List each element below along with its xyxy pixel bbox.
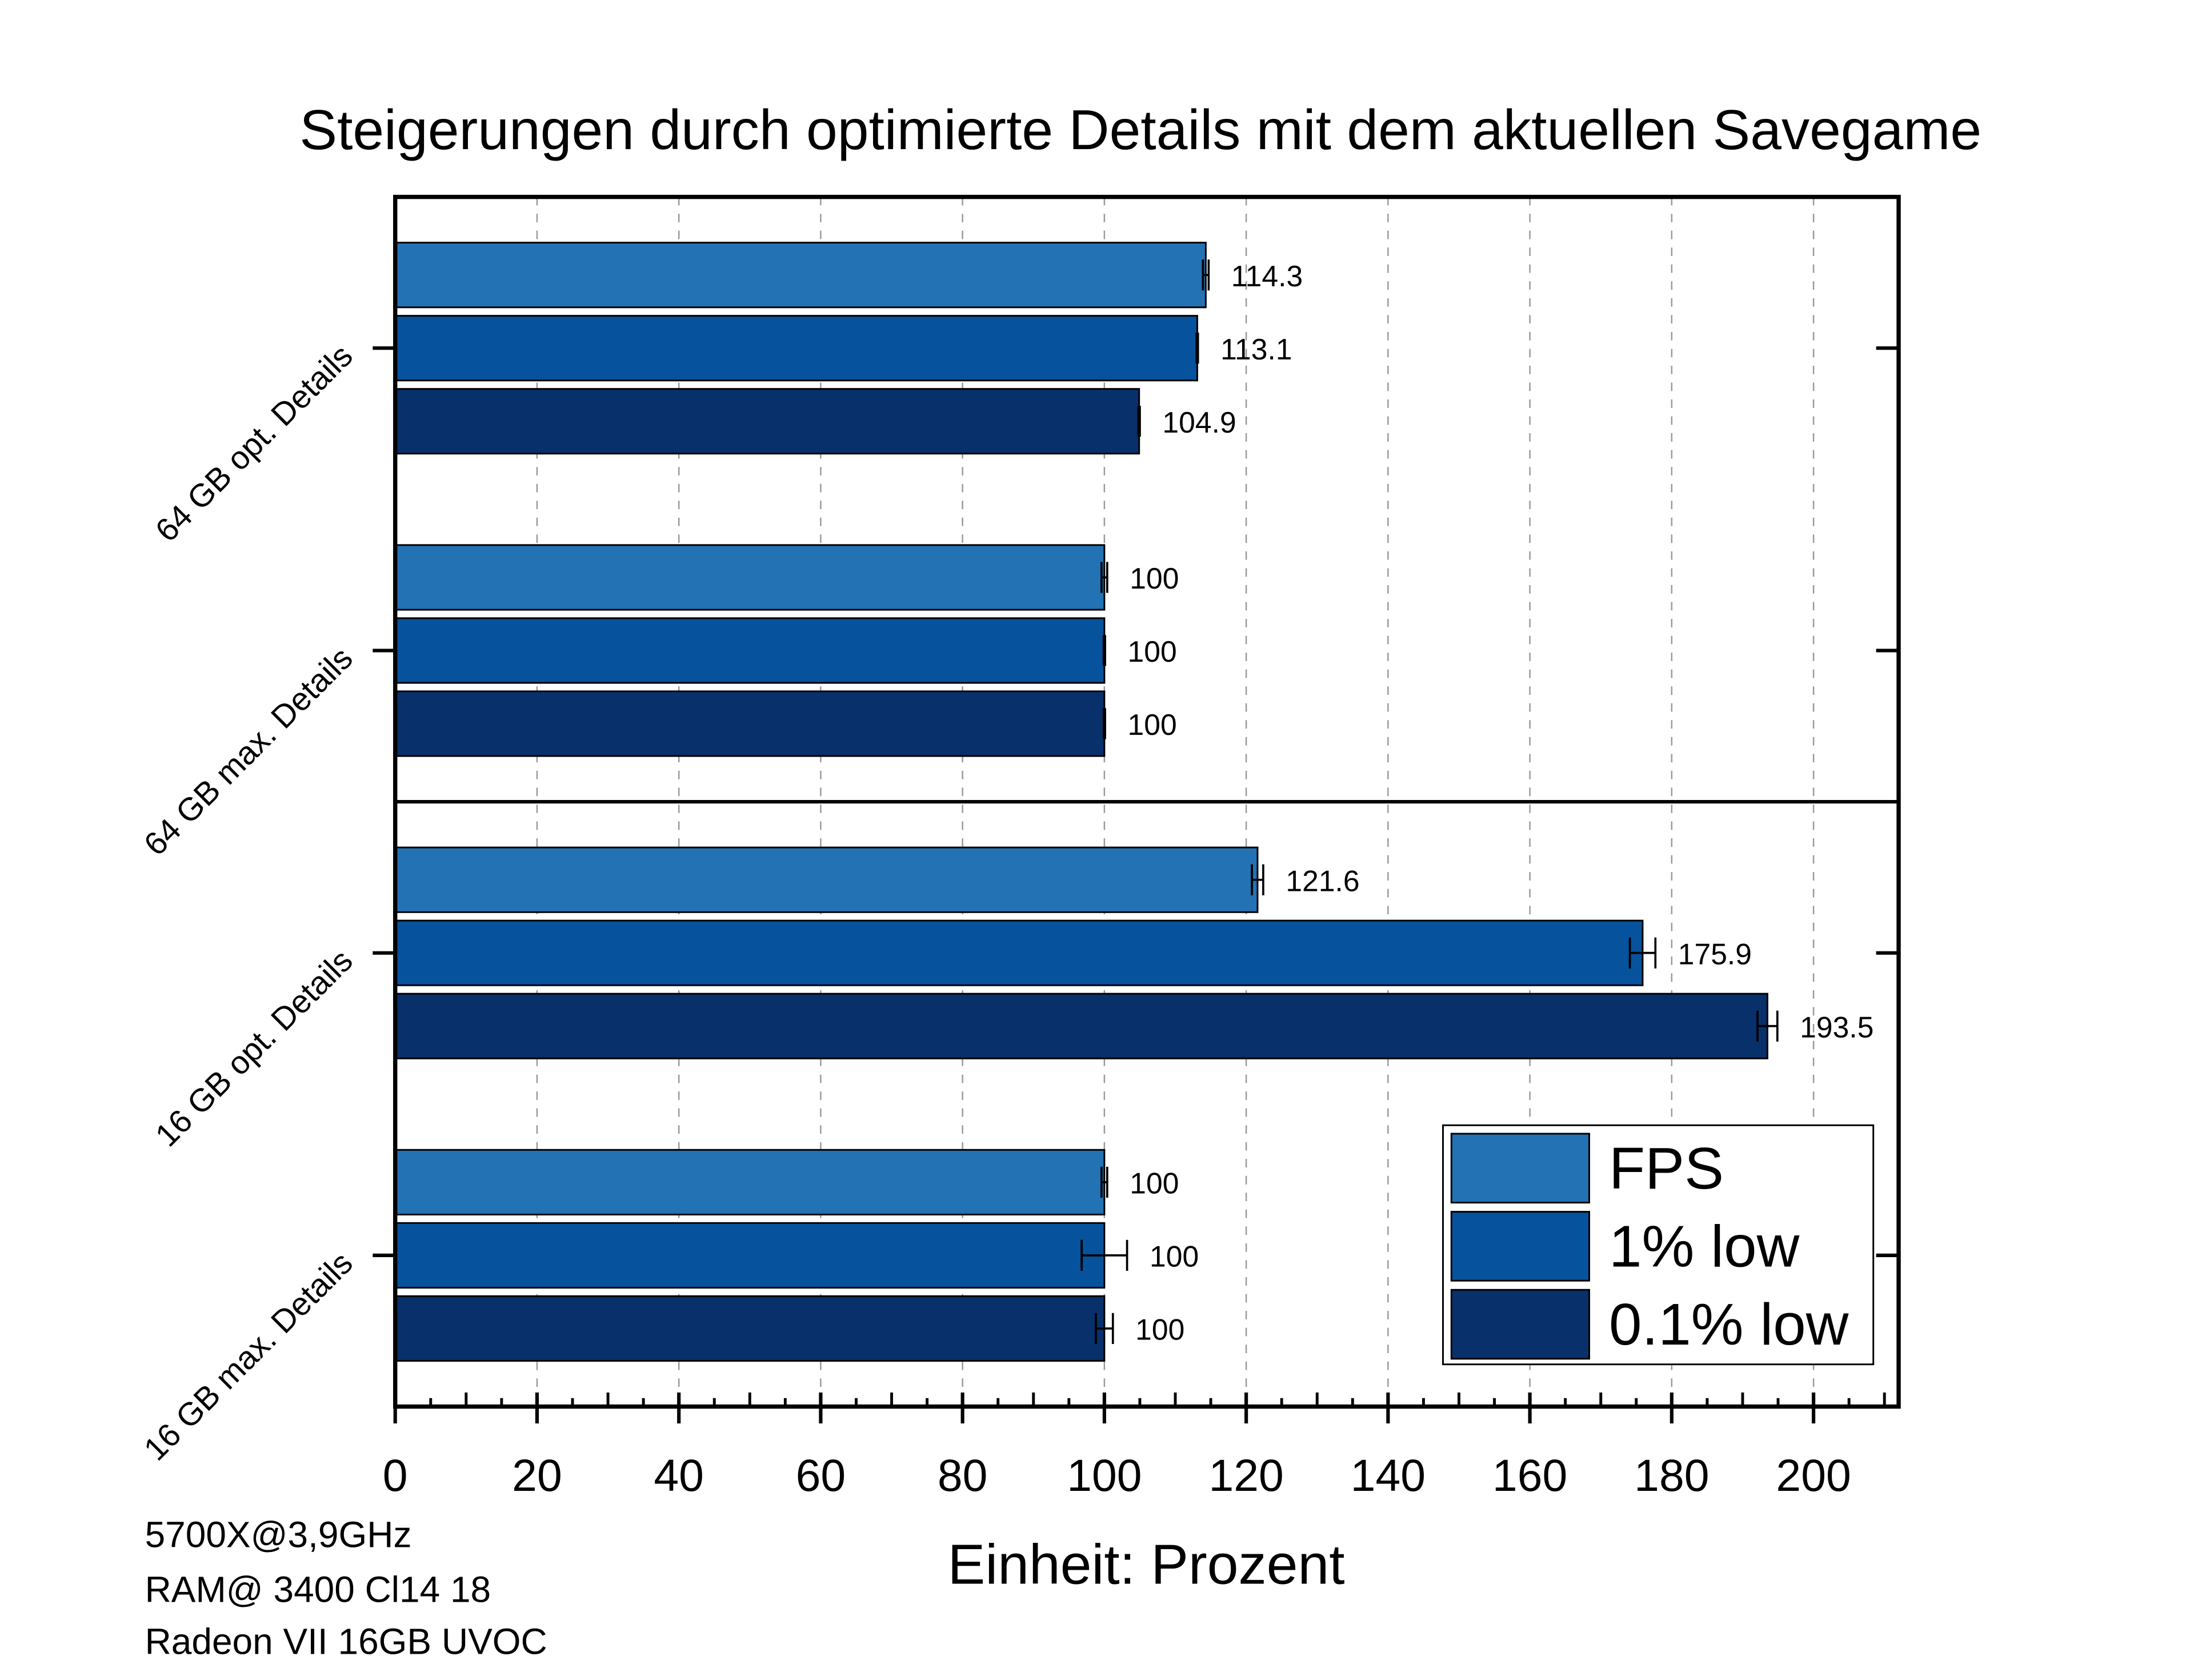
x-axis-label: Einheit: Prozent — [948, 1533, 1345, 1596]
data-label: 175.9 — [1678, 937, 1752, 970]
bar — [394, 919, 1644, 986]
annotation-ram: RAM@ 3400 Cl14 18 — [145, 1569, 491, 1610]
data-label: 100 — [1128, 708, 1177, 741]
legend: FPS 1% low 0.1% low — [1442, 1124, 1875, 1366]
legend-label: 0.1% low — [1609, 1291, 1849, 1357]
bar — [394, 846, 1259, 913]
category-label: 64 GB opt. Details — [149, 338, 359, 549]
legend-label: FPS — [1609, 1135, 1724, 1201]
bar — [394, 315, 1198, 382]
x-tick-label: 100 — [1067, 1450, 1142, 1501]
bar — [394, 1149, 1106, 1215]
bar — [394, 1222, 1106, 1289]
x-tick-label: 180 — [1634, 1450, 1709, 1501]
data-label: 104.9 — [1162, 406, 1236, 439]
x-tick-label: 20 — [512, 1450, 562, 1501]
annotation-gpu: Radeon VII 16GB UVOC — [145, 1621, 547, 1662]
bar — [394, 1295, 1106, 1362]
category-label: 16 GB opt. Details — [149, 942, 359, 1153]
bar — [394, 993, 1768, 1059]
annotation-cpu: 5700X@3,9GHz — [145, 1514, 412, 1555]
bar — [394, 242, 1207, 309]
x-tick-label: 0 — [383, 1450, 408, 1501]
data-label: 113.1 — [1220, 333, 1292, 366]
x-tick-label: 200 — [1776, 1450, 1851, 1501]
bar — [394, 617, 1106, 684]
data-label: 121.6 — [1286, 864, 1359, 897]
data-label: 100 — [1150, 1240, 1199, 1273]
x-tick-label: 140 — [1351, 1450, 1426, 1501]
x-tick-label: 80 — [938, 1450, 988, 1501]
data-label: 100 — [1128, 635, 1177, 668]
x-tick-label: 60 — [796, 1450, 846, 1501]
category-label: 64 GB max. Details — [137, 640, 359, 862]
plot-frame — [393, 194, 1901, 1409]
x-tick-label: 120 — [1208, 1450, 1283, 1501]
data-label: 114.3 — [1231, 259, 1303, 293]
bar — [394, 544, 1106, 611]
bar — [394, 388, 1140, 455]
data-label: 100 — [1130, 1167, 1179, 1200]
chart-title: Steigerungen durch optimierte Details mi… — [299, 98, 1981, 161]
legend-label: 1% low — [1609, 1213, 1800, 1279]
bar — [394, 690, 1106, 757]
data-label: 193.5 — [1800, 1010, 1873, 1043]
data-label: 100 — [1135, 1313, 1184, 1346]
legend-swatch — [1450, 1133, 1590, 1204]
x-tick-label: 160 — [1492, 1450, 1567, 1501]
legend-swatch — [1450, 1289, 1590, 1360]
data-label: 100 — [1130, 562, 1179, 595]
x-tick-label: 40 — [654, 1450, 704, 1501]
category-label: 16 GB max. Details — [137, 1245, 359, 1467]
legend-swatch — [1450, 1211, 1590, 1282]
